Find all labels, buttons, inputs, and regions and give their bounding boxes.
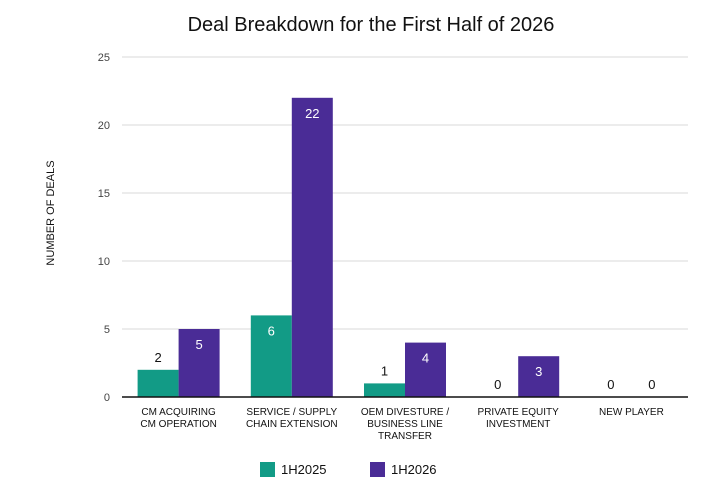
x-tick-label: NEW PLAYER	[599, 407, 664, 418]
data-label: 5	[195, 337, 202, 352]
x-tick-label: PRIVATE EQUITY INVESTMENT	[478, 407, 560, 430]
data-label: 3	[535, 364, 542, 379]
bar-1h2026	[518, 356, 560, 397]
y-axis-ticks: 0 5 10 15 20 25	[98, 52, 110, 404]
data-label: 4	[422, 351, 429, 366]
gridlines	[122, 56, 688, 330]
legend-label: 1H2026	[391, 462, 437, 477]
bar-1h2026	[291, 97, 333, 398]
bar-1h2025	[364, 383, 405, 397]
y-tick-label: 20	[98, 120, 110, 132]
y-tick-label: 25	[98, 52, 110, 64]
x-tick-label: OEM DIVESTURE / BUSINESS LINE TRANSFER	[361, 407, 450, 442]
bar-1h2025	[250, 315, 292, 397]
bar-1h2026	[405, 342, 446, 397]
y-tick-label: 10	[98, 256, 110, 268]
chart-title: Deal Breakdown for the First Half of 202…	[188, 14, 555, 36]
data-label: 0	[648, 377, 655, 392]
data-label: 0	[494, 377, 501, 392]
legend-swatch	[260, 462, 275, 477]
x-tick-label: SERVICE / SUPPLY CHAIN EXTENSION	[246, 407, 338, 430]
data-label: 1	[381, 363, 388, 378]
y-axis-label: NUMBER OF DEALS	[45, 160, 57, 265]
legend-label: 1H2025	[281, 462, 327, 477]
data-label: 22	[305, 106, 319, 121]
bars: 2 5 6 22 1 4 0 3 0 0	[137, 97, 656, 398]
legend: 1H2025 1H2026	[260, 462, 437, 477]
data-label: 2	[154, 350, 161, 365]
legend-swatch	[370, 462, 385, 477]
y-tick-label: 5	[104, 324, 110, 336]
data-label: 6	[268, 323, 275, 338]
category-labels: CM ACQUIRING CM OPERATION SERVICE / SUPPLY…	[140, 407, 663, 442]
y-tick-label: 0	[104, 392, 110, 404]
y-tick-label: 15	[98, 188, 110, 200]
x-tick-label: CM ACQUIRING CM OPERATION	[140, 407, 216, 430]
bar-1h2026	[178, 329, 220, 397]
bar-1h2025	[137, 369, 179, 397]
data-label: 0	[607, 377, 614, 392]
